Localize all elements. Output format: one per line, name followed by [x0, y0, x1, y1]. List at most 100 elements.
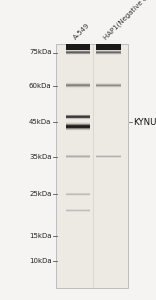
Bar	[66, 82, 90, 83]
Bar	[66, 119, 90, 120]
Bar	[96, 84, 120, 85]
Bar	[66, 130, 90, 131]
Text: 10kDa: 10kDa	[29, 258, 51, 264]
Bar	[66, 155, 90, 156]
Bar	[56, 44, 128, 288]
Bar	[66, 82, 90, 83]
Bar	[66, 192, 90, 193]
Bar	[96, 155, 120, 156]
Bar	[66, 85, 90, 86]
Bar	[66, 157, 90, 158]
Bar	[66, 126, 90, 127]
Bar	[66, 116, 90, 117]
Bar	[66, 125, 90, 126]
Text: 25kDa: 25kDa	[29, 191, 51, 197]
Bar	[66, 209, 90, 210]
Text: A-549: A-549	[72, 22, 91, 41]
Bar	[66, 127, 90, 128]
Bar	[66, 125, 90, 126]
Bar	[66, 193, 90, 194]
Bar	[66, 44, 90, 50]
Bar	[66, 54, 90, 55]
Bar	[66, 208, 90, 209]
Bar	[66, 124, 90, 125]
Bar	[96, 157, 120, 158]
Bar	[66, 122, 90, 123]
Bar	[66, 118, 90, 119]
Bar	[66, 116, 90, 117]
Bar	[66, 54, 90, 55]
Bar	[66, 115, 90, 116]
Bar	[96, 50, 120, 51]
Bar	[66, 157, 90, 158]
Bar	[66, 128, 90, 129]
Bar	[66, 210, 90, 211]
Bar	[66, 50, 90, 51]
Bar	[96, 52, 120, 53]
Bar	[66, 154, 90, 155]
Bar	[66, 88, 90, 89]
Bar	[96, 51, 120, 52]
Bar	[66, 52, 90, 53]
Bar	[66, 194, 90, 195]
Bar	[66, 87, 90, 88]
Bar	[96, 155, 120, 156]
Bar	[66, 128, 90, 129]
Bar	[66, 54, 90, 55]
Bar	[66, 154, 90, 155]
Bar	[66, 52, 90, 53]
Bar	[66, 154, 90, 155]
Bar	[66, 118, 90, 119]
Bar	[96, 85, 120, 86]
Bar	[96, 86, 120, 87]
Bar	[66, 118, 90, 119]
Bar	[66, 210, 90, 211]
Bar	[96, 54, 120, 55]
Bar	[66, 115, 90, 116]
Bar	[66, 130, 90, 131]
Bar	[66, 193, 90, 194]
Bar	[66, 192, 90, 193]
Bar	[66, 211, 90, 212]
Bar	[66, 86, 90, 87]
Bar	[66, 194, 90, 195]
Bar	[66, 114, 90, 115]
Bar	[66, 129, 90, 130]
Bar	[66, 84, 90, 85]
Bar	[66, 115, 90, 116]
Bar	[96, 87, 120, 88]
Bar	[96, 155, 120, 156]
Bar	[66, 195, 90, 196]
Bar	[66, 82, 90, 83]
Bar	[96, 83, 120, 84]
Bar	[96, 84, 120, 85]
Bar	[66, 119, 90, 120]
Bar	[96, 83, 120, 84]
Bar	[96, 51, 120, 52]
Bar	[66, 193, 90, 194]
Bar	[66, 85, 90, 86]
Bar	[66, 156, 90, 157]
Bar	[66, 116, 90, 117]
Bar	[66, 87, 90, 88]
Bar	[66, 129, 90, 130]
Bar	[66, 195, 90, 196]
Bar	[66, 156, 90, 157]
Bar	[96, 51, 120, 52]
Bar	[66, 156, 90, 157]
Bar	[66, 50, 90, 51]
Bar	[66, 114, 90, 115]
Bar	[96, 50, 120, 51]
Bar	[66, 208, 90, 209]
Bar	[66, 122, 90, 123]
Bar	[66, 156, 90, 157]
Bar	[66, 83, 90, 84]
Bar	[66, 192, 90, 193]
Bar	[96, 52, 120, 53]
Text: 35kDa: 35kDa	[29, 154, 51, 160]
Bar	[66, 195, 90, 196]
Bar	[96, 53, 120, 54]
Text: 45kDa: 45kDa	[29, 118, 51, 124]
Bar	[66, 126, 90, 127]
Bar	[66, 114, 90, 115]
